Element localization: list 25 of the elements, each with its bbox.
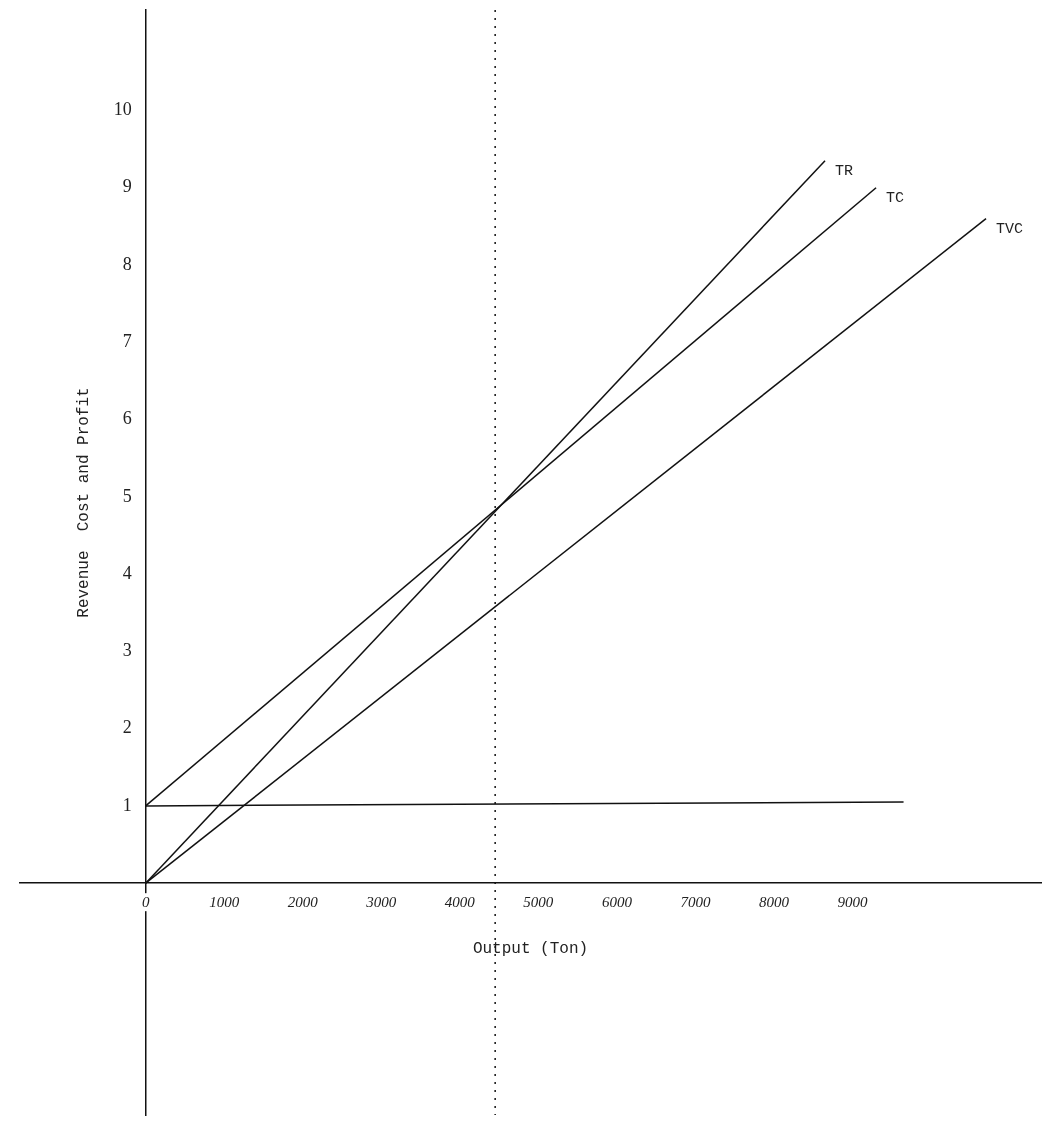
x-tick-label: 2000 xyxy=(287,893,319,910)
x-tick-label: 4000 xyxy=(444,893,476,910)
y-tick-label: 3 xyxy=(122,640,132,661)
series-label: TC xyxy=(886,189,905,207)
y-axis-title: Revenue Cost and Profit xyxy=(74,387,93,618)
x-tick-label: 6000 xyxy=(601,893,633,910)
y-tick-label: 1 xyxy=(122,794,132,815)
y-tick-label: 5 xyxy=(122,485,132,506)
series-label: TR xyxy=(835,162,854,180)
x-tick-label: 0 xyxy=(141,893,150,910)
y-tick-label: 10 xyxy=(113,99,132,120)
x-tick-label: 7000 xyxy=(680,893,711,910)
x-tick-label: 9000 xyxy=(837,893,869,910)
x-tick-label: 5000 xyxy=(523,893,554,910)
series-label: TVC xyxy=(996,220,1024,238)
y-tick-label: 9 xyxy=(122,176,132,197)
y-tick-label: 6 xyxy=(122,408,132,429)
y-tick-label: 4 xyxy=(122,562,132,583)
y-tick-label: 2 xyxy=(122,717,132,738)
x-tick-label: 3000 xyxy=(365,893,397,910)
y-tick-label: 7 xyxy=(122,331,132,352)
y-tick-label: 8 xyxy=(122,253,132,274)
x-tick-label: 1000 xyxy=(209,893,240,910)
x-axis-title: Output (Ton) xyxy=(472,940,589,959)
x-tick-label: 8000 xyxy=(758,893,790,910)
